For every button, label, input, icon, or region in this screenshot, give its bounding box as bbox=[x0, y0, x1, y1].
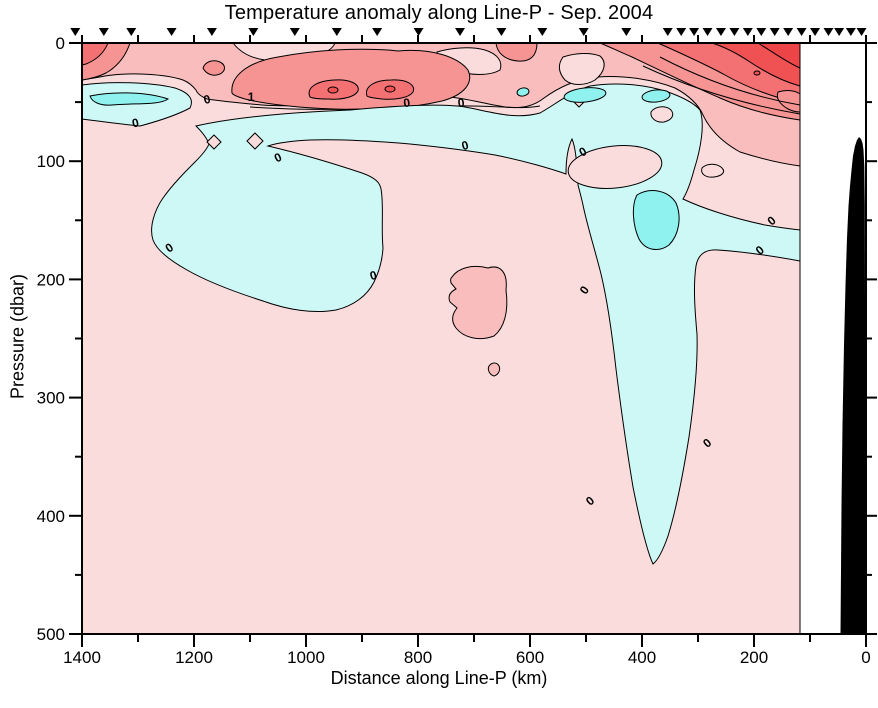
contour-shapes bbox=[81, 42, 801, 565]
station-marker-triangle bbox=[856, 28, 867, 36]
station-marker-triangle bbox=[455, 28, 465, 36]
station-marker-triangle bbox=[702, 28, 713, 36]
x-tick-label: 800 bbox=[404, 648, 432, 667]
station-marker-triangle bbox=[621, 28, 632, 36]
station-marker-triangle bbox=[769, 28, 780, 36]
station-marker-triangle bbox=[413, 28, 424, 36]
station-markers bbox=[70, 28, 867, 36]
axis-tick-labels: 1400 1200 1000 800 600 400 200 0010020030040050… bbox=[37, 34, 871, 667]
contour-line-bundle-2 bbox=[642, 65, 801, 115]
contour-red-dot-coastal bbox=[753, 70, 761, 76]
contour-line-bundle-1 bbox=[659, 56, 801, 106]
station-marker-triangle bbox=[715, 28, 726, 36]
station-marker-triangle bbox=[206, 28, 217, 36]
contour-value-label: 0 bbox=[457, 95, 466, 110]
contour-red-edge-blob bbox=[776, 90, 801, 113]
y-tick-label: 100 bbox=[37, 152, 65, 171]
station-marker-triangle bbox=[742, 28, 753, 36]
contour-pink-island-4 bbox=[650, 106, 674, 123]
x-tick-label: 600 bbox=[516, 648, 544, 667]
station-marker-triangle bbox=[248, 28, 259, 36]
x-tick-label: 0 bbox=[861, 648, 870, 667]
x-tick-label: 1400 bbox=[63, 648, 101, 667]
bathymetry-profile bbox=[840, 137, 865, 634]
contour-value-label: 0 bbox=[368, 268, 378, 283]
y-tick-label: 200 bbox=[37, 270, 65, 289]
contour-pink-island-5 bbox=[701, 163, 725, 178]
axis-ticks bbox=[69, 35, 877, 647]
station-marker-triangle bbox=[689, 28, 700, 36]
station-marker-triangle bbox=[126, 28, 137, 36]
contour-value-label: 0 bbox=[460, 138, 470, 153]
station-marker-triangle bbox=[98, 28, 109, 36]
contour-cool-oval-3 bbox=[641, 89, 671, 103]
station-marker-triangle bbox=[537, 28, 548, 36]
contour-warm-dot-isolated bbox=[487, 362, 501, 377]
station-marker-triangle bbox=[289, 28, 300, 36]
station-marker-triangle bbox=[783, 28, 794, 36]
x-tick-label: 1200 bbox=[175, 648, 213, 667]
station-marker-triangle bbox=[676, 28, 687, 36]
chart-title: Temperature anomaly along Line-P - Sep. … bbox=[224, 2, 654, 24]
station-marker-triangle bbox=[729, 28, 740, 36]
contour-red-midtop bbox=[495, 42, 538, 62]
contour-cool-core-column bbox=[632, 190, 680, 251]
x-tick-label: 400 bbox=[628, 648, 656, 667]
y-tick-label: 0 bbox=[56, 34, 65, 53]
contour-red-dot-a bbox=[327, 86, 339, 94]
station-marker-triangle bbox=[496, 28, 507, 36]
y-tick-label: 400 bbox=[37, 507, 65, 526]
station-marker-triangle bbox=[166, 28, 177, 36]
station-marker-triangle bbox=[823, 28, 834, 36]
contour-value-label: 0 bbox=[131, 115, 141, 130]
contour-warm-patch-isolated bbox=[448, 265, 508, 340]
contour-red-island-small bbox=[202, 60, 225, 76]
x-tick-label: 200 bbox=[740, 648, 768, 667]
station-marker-triangle bbox=[845, 28, 856, 36]
contour-pink-channel bbox=[567, 145, 663, 189]
x-axis-label: Distance along Line-P (km) bbox=[330, 668, 548, 688]
contour-value-label: 1 bbox=[248, 90, 255, 104]
station-marker-triangle bbox=[810, 28, 821, 36]
station-marker-triangle bbox=[834, 28, 845, 36]
station-marker-triangle bbox=[372, 28, 383, 36]
contour-cool-core-tongue bbox=[89, 92, 170, 106]
contour-pink-island-2 bbox=[246, 132, 264, 150]
station-marker-triangle bbox=[331, 28, 342, 36]
station-marker-triangle bbox=[70, 28, 81, 36]
contour-value-label: 0 bbox=[202, 92, 212, 107]
contour-pink-dip-3 bbox=[559, 53, 605, 85]
station-marker-triangle bbox=[756, 28, 767, 36]
x-tick-label: 1000 bbox=[287, 648, 325, 667]
contour-red-dot-b bbox=[384, 85, 396, 93]
contour-pink-island-1 bbox=[206, 134, 222, 150]
station-marker-triangle bbox=[578, 28, 589, 36]
y-tick-label: 300 bbox=[37, 389, 65, 408]
contour-cool-oval-1 bbox=[516, 87, 530, 97]
y-tick-label: 500 bbox=[37, 625, 65, 644]
contour-cool-oval-2 bbox=[563, 87, 607, 103]
station-marker-triangle bbox=[662, 28, 673, 36]
y-axis-label: Pressure (dbar) bbox=[7, 273, 28, 400]
station-marker-triangle bbox=[796, 28, 807, 36]
contour-value-label: 0 bbox=[403, 95, 412, 110]
